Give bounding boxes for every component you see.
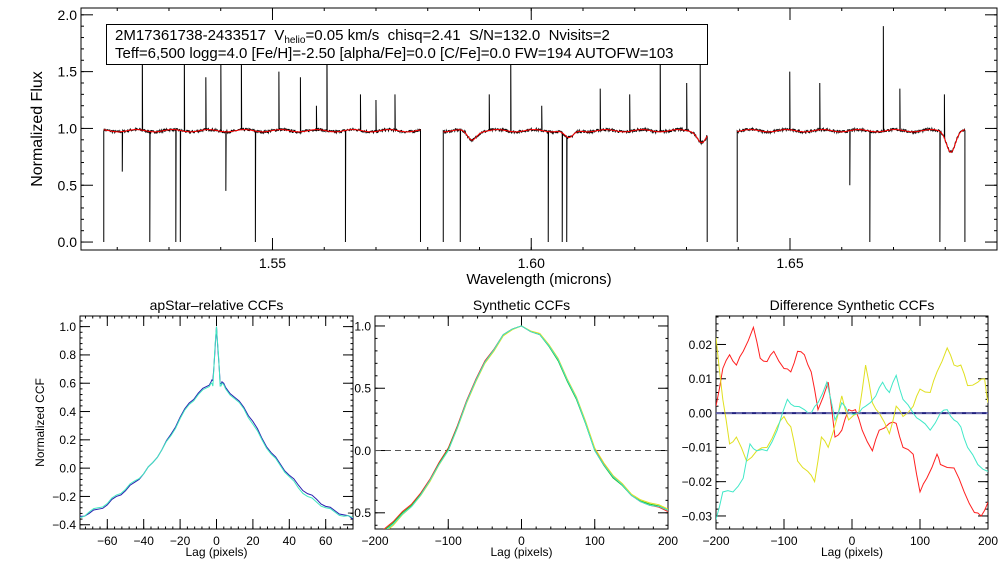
x-axis-label: Wavelength (microns) (466, 271, 611, 288)
x-axis-label: Lag (pixels) (490, 545, 552, 559)
y-tick-label: 0.2 (59, 433, 76, 447)
x-tick-label: −20 (170, 534, 191, 548)
x-tick-label: 0 (213, 534, 220, 548)
y-tick-label: 0.5 (58, 177, 78, 193)
y-tick-label: 0.4 (59, 405, 76, 419)
x-tick-label: 100 (910, 534, 930, 548)
series-red (716, 325, 988, 517)
y-tick-label: 1.0 (354, 319, 371, 333)
chart-title: Synthetic CCFs (473, 297, 570, 313)
x-tick-label: −60 (97, 534, 118, 548)
model-spectrum-chip-2 (443, 129, 708, 144)
x-tick-label: −200 (361, 534, 388, 548)
model-spectrum-chip-3 (737, 129, 965, 153)
y-tick-label: 0.01 (689, 372, 713, 386)
y-tick-label: −0.03 (682, 509, 713, 523)
spectrum-info-box: 2M17361738-2433517 Vhelio=0.05 km/s chis… (106, 24, 708, 65)
x-tick-label: −100 (770, 534, 797, 548)
y-tick-label: 0.0 (59, 461, 76, 475)
y-axis-label: Normalized Flux (29, 71, 46, 187)
y-tick-label: −0.2 (52, 490, 76, 504)
x-tick-label: 60 (319, 534, 333, 548)
y-tick-label: 0.5 (354, 382, 371, 396)
y-axis-label: Normalized CCF (33, 378, 47, 467)
vhelio-label: Vhelio=0.05 km/s (274, 27, 380, 46)
y-tick-label: 0.00 (689, 406, 713, 420)
y-tick-label: 2.0 (58, 7, 78, 23)
x-tick-label: 20 (246, 534, 260, 548)
y-tick-label: 0.0 (58, 234, 78, 250)
panel-synthetic: −200 −100 0 100 200 −0.5 0.0 0.5 1.0 Synthetic CC… (347, 297, 678, 559)
x-tick-label: −100 (435, 534, 462, 548)
x-axis-label: Lag (pixels) (821, 545, 883, 559)
panel-apstar: −60 −40 −20 0 20 40 60 −0.4 −0.2 0.0 0.2 0.4 0.6 0.8 1… (33, 297, 354, 559)
y-tick-label: 0.6 (59, 377, 76, 391)
info-line-1: 2M17361738-2433517 Vhelio=0.05 km/s chis… (115, 27, 707, 46)
y-tick-label: −0.02 (682, 475, 713, 489)
x-tick-label: 1.60 (518, 255, 545, 271)
series-visit-2 (80, 326, 353, 519)
y-tick-label: 0.8 (59, 348, 76, 362)
observed-spectrum-chip-2 (442, 43, 708, 243)
x-tick-label: 0 (849, 534, 856, 548)
x-tick-label: 0 (518, 534, 525, 548)
series-yellow (716, 337, 988, 484)
chisq: chisq=2.41 (387, 27, 461, 44)
series-yellow (387, 325, 668, 529)
info-line-2: Teff=6,500 logg=4.0 [Fe/H]=-2.50 [alpha/… (115, 45, 674, 62)
x-axis-label: Lag (pixels) (185, 545, 247, 559)
chart-title: apStar–relative CCFs (150, 297, 284, 313)
x-tick-label: 1.55 (259, 255, 286, 271)
y-tick-label: 1.5 (58, 64, 78, 80)
series-cyan (386, 325, 668, 529)
observed-spectrum-chip-3 (736, 26, 966, 243)
y-tick-label: −0.01 (682, 441, 713, 455)
snr: S/N=132.0 (468, 27, 541, 44)
star-id: 2M17361738-2433517 (115, 27, 266, 44)
series-visit-1 (80, 326, 353, 520)
chart-title: Difference Synthetic CCFs (770, 297, 935, 313)
model-spectrum-chip-1 (103, 129, 421, 133)
x-tick-label: 200 (978, 534, 998, 548)
series-green (384, 325, 668, 529)
plot-frame (80, 7, 998, 251)
x-tick-label: −40 (134, 534, 155, 548)
x-tick-label: −200 (702, 534, 729, 548)
y-tick-label: 0.0 (354, 444, 371, 458)
x-tick-label: 1.65 (776, 255, 803, 271)
y-tick-label: −0.4 (52, 518, 76, 532)
panel-difference: −200 −100 0 100 200 −0.03 −0.02 −0.01 0.00 0.01 0.… (682, 297, 999, 559)
nvisits: Nvisits=2 (548, 27, 610, 44)
x-tick-label: 200 (658, 534, 678, 548)
x-tick-label: 100 (585, 534, 605, 548)
y-tick-label: −0.5 (347, 506, 371, 520)
series-red (383, 325, 668, 529)
series-cyan (716, 373, 988, 520)
y-tick-label: 1.0 (59, 320, 76, 334)
y-tick-label: 1.0 (58, 120, 78, 136)
y-tick-label: 0.02 (689, 338, 713, 352)
panel-spectrum: 1.55 1.60 1.65 0.0 0.5 1.0 1.5 2.0 Wavelength (m… (29, 7, 998, 288)
plot-frame (79, 315, 354, 530)
x-tick-label: 40 (283, 534, 297, 548)
